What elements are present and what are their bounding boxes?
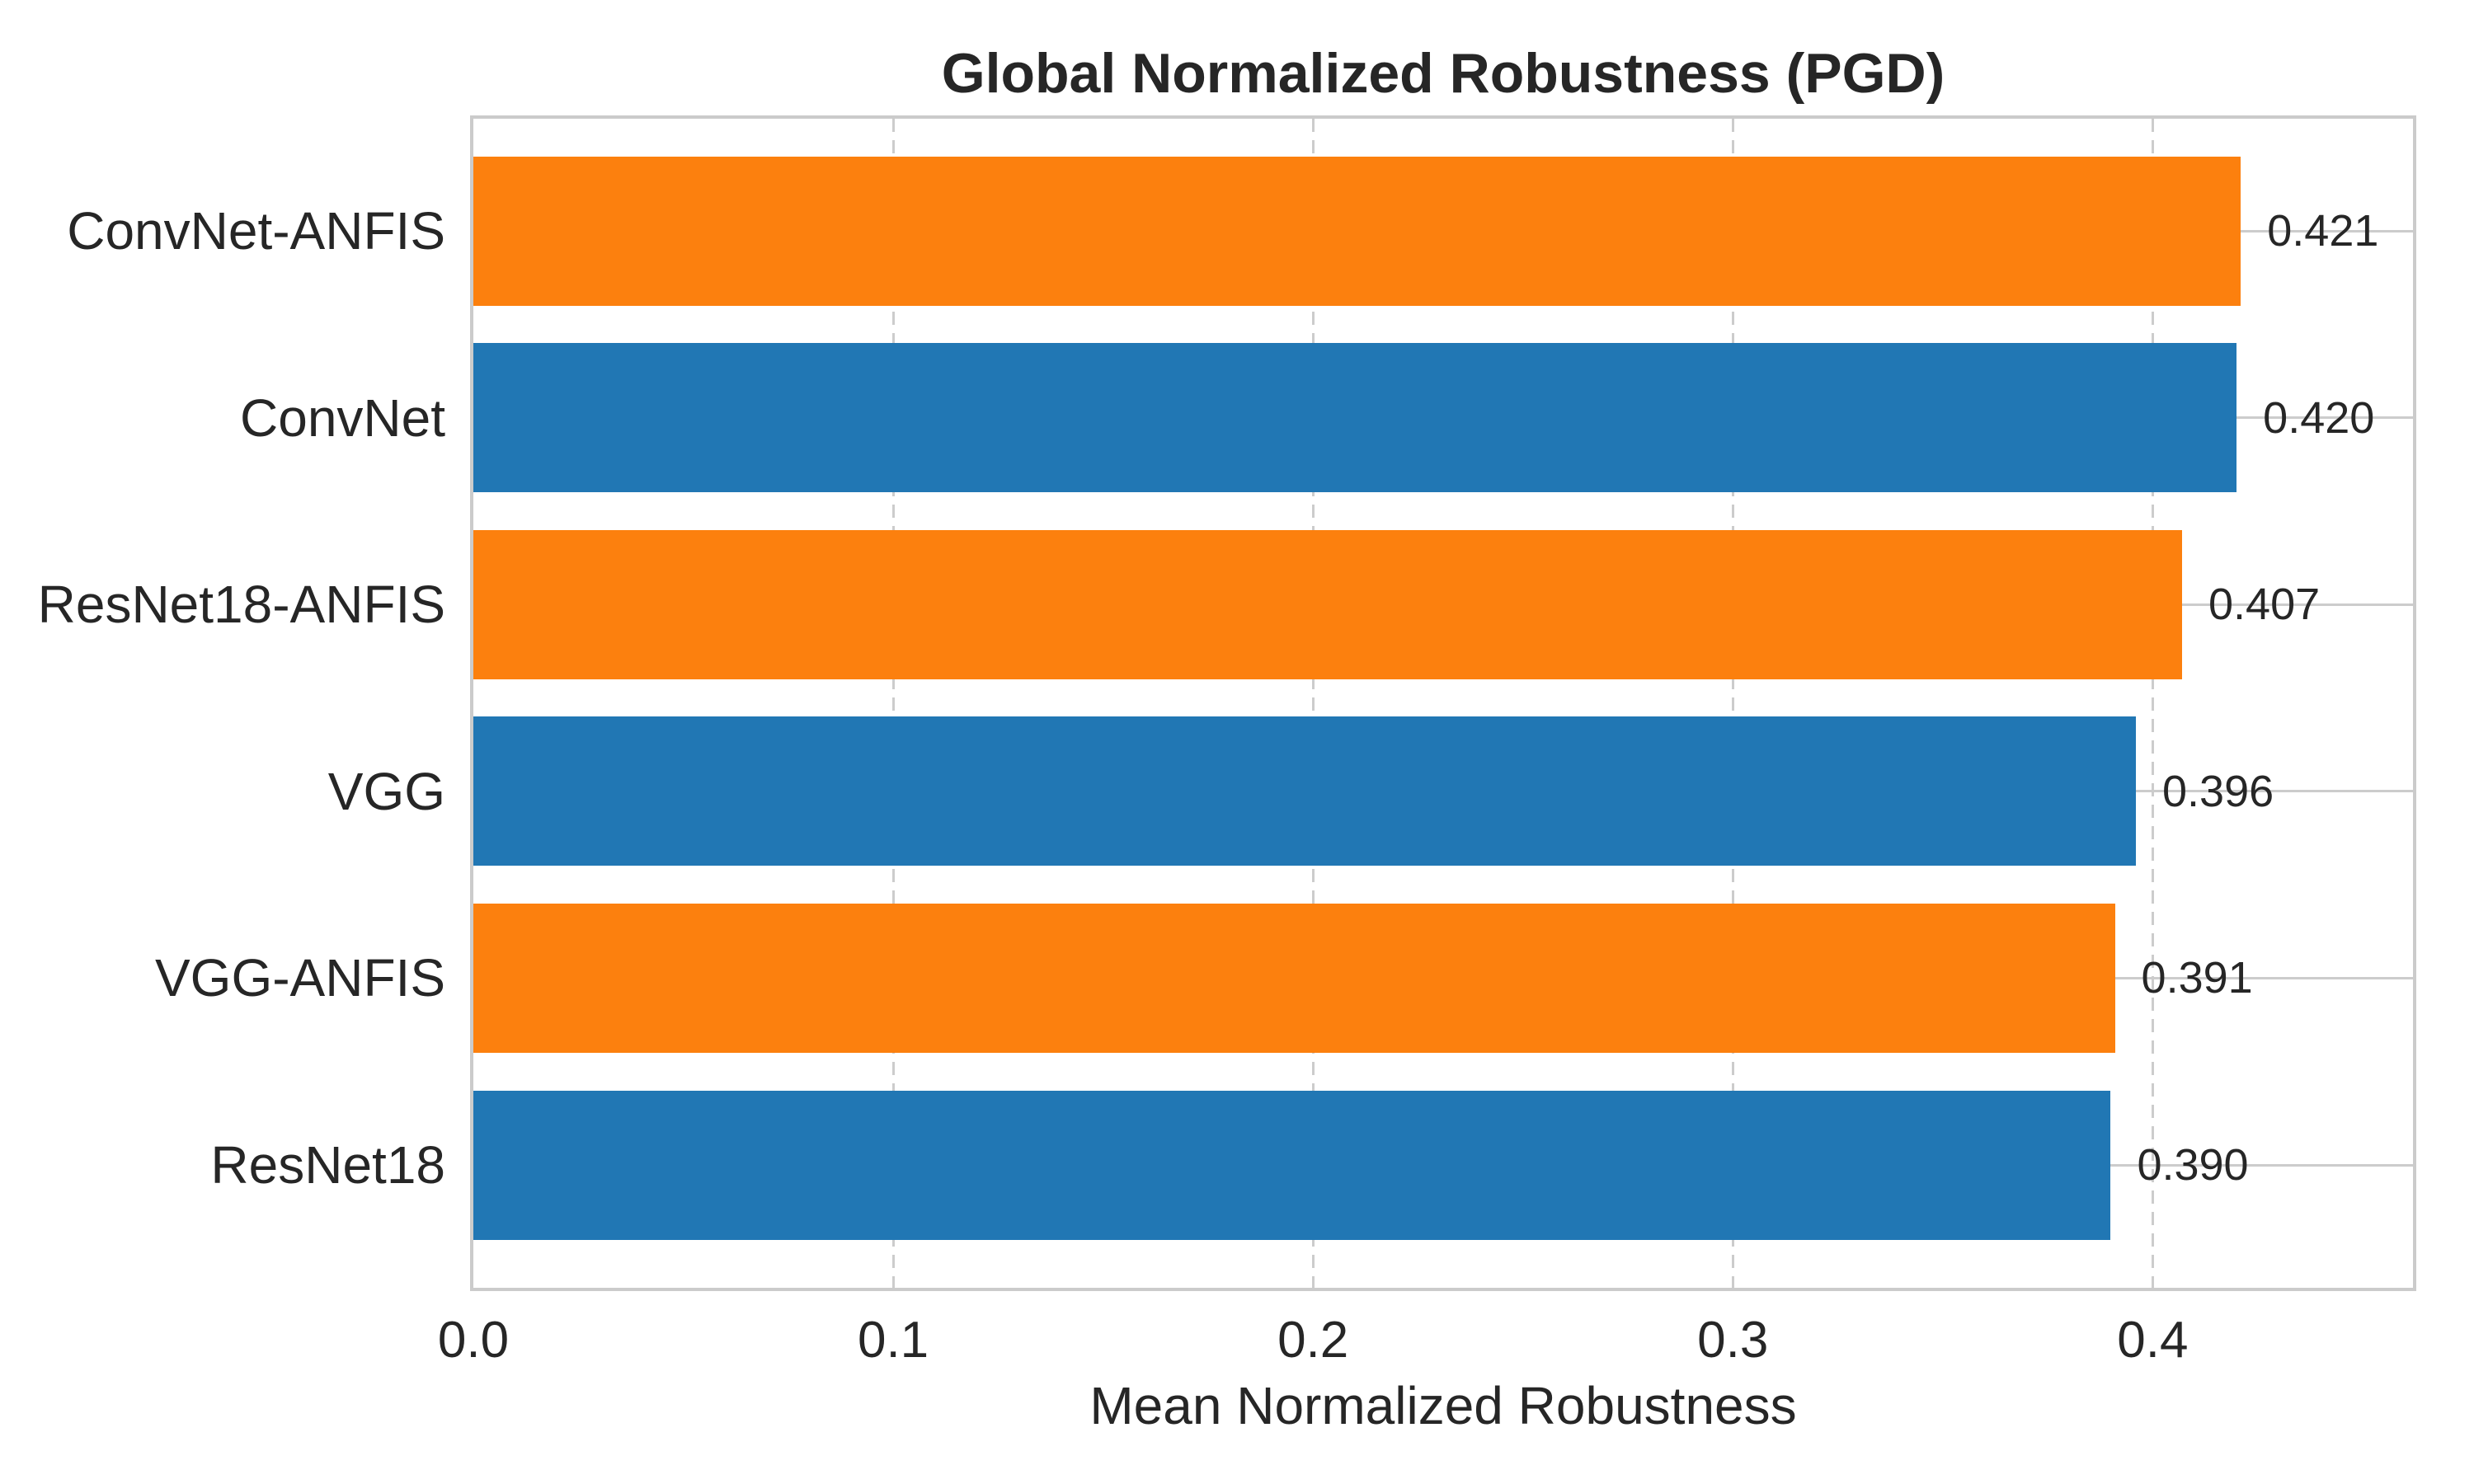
chart-title: Global Normalized Robustness (PGD)	[941, 42, 1945, 105]
value-label-convnet: 0.420	[2263, 392, 2375, 443]
value-label-resnet18: 0.390	[2137, 1140, 2249, 1190]
plot-area: 0.421 0.420 0.407 0.396 0.391 0.390	[470, 115, 2416, 1291]
y-tick-label-vgg: VGG	[327, 761, 445, 821]
y-tick-label-convnet: ConvNet	[240, 387, 445, 448]
x-gridline-0.2	[1311, 119, 1315, 1288]
bar-convnet-anfis	[473, 156, 2241, 306]
x-gridline-0.3	[1731, 119, 1734, 1288]
bar-resnet18	[473, 1090, 2111, 1240]
bar-vgg	[473, 716, 2136, 866]
x-axis-title: Mean Normalized Robustness	[1089, 1376, 1797, 1435]
y-tick-label-convnet-anfis: ConvNet-ANFIS	[67, 201, 445, 261]
x-tick-label-0.2: 0.2	[1277, 1312, 1349, 1369]
value-label-vgg: 0.396	[2162, 766, 2274, 816]
bar-vgg-anfis	[473, 903, 2115, 1053]
x-tick-label-0.0: 0.0	[437, 1312, 510, 1369]
y-tick-label-resnet18: ResNet18	[210, 1135, 445, 1195]
value-label-convnet-anfis: 0.421	[2267, 206, 2379, 256]
x-tick-label-0.1: 0.1	[857, 1312, 929, 1369]
bar-resnet18-anfis	[473, 529, 2182, 679]
value-label-resnet18-anfis: 0.407	[2208, 580, 2321, 630]
y-tick-label-resnet18-anfis: ResNet18-ANFIS	[37, 575, 445, 635]
x-gridline-0.1	[891, 119, 895, 1288]
value-label-vgg-anfis: 0.391	[2141, 953, 2253, 1003]
x-tick-label-0.3: 0.3	[1697, 1312, 1769, 1369]
x-gridline-0.4	[2151, 119, 2154, 1288]
bar-convnet	[473, 343, 2237, 493]
y-tick-label-vgg-anfis: VGG-ANFIS	[154, 948, 445, 1008]
x-tick-label-0.4: 0.4	[2117, 1312, 2189, 1369]
